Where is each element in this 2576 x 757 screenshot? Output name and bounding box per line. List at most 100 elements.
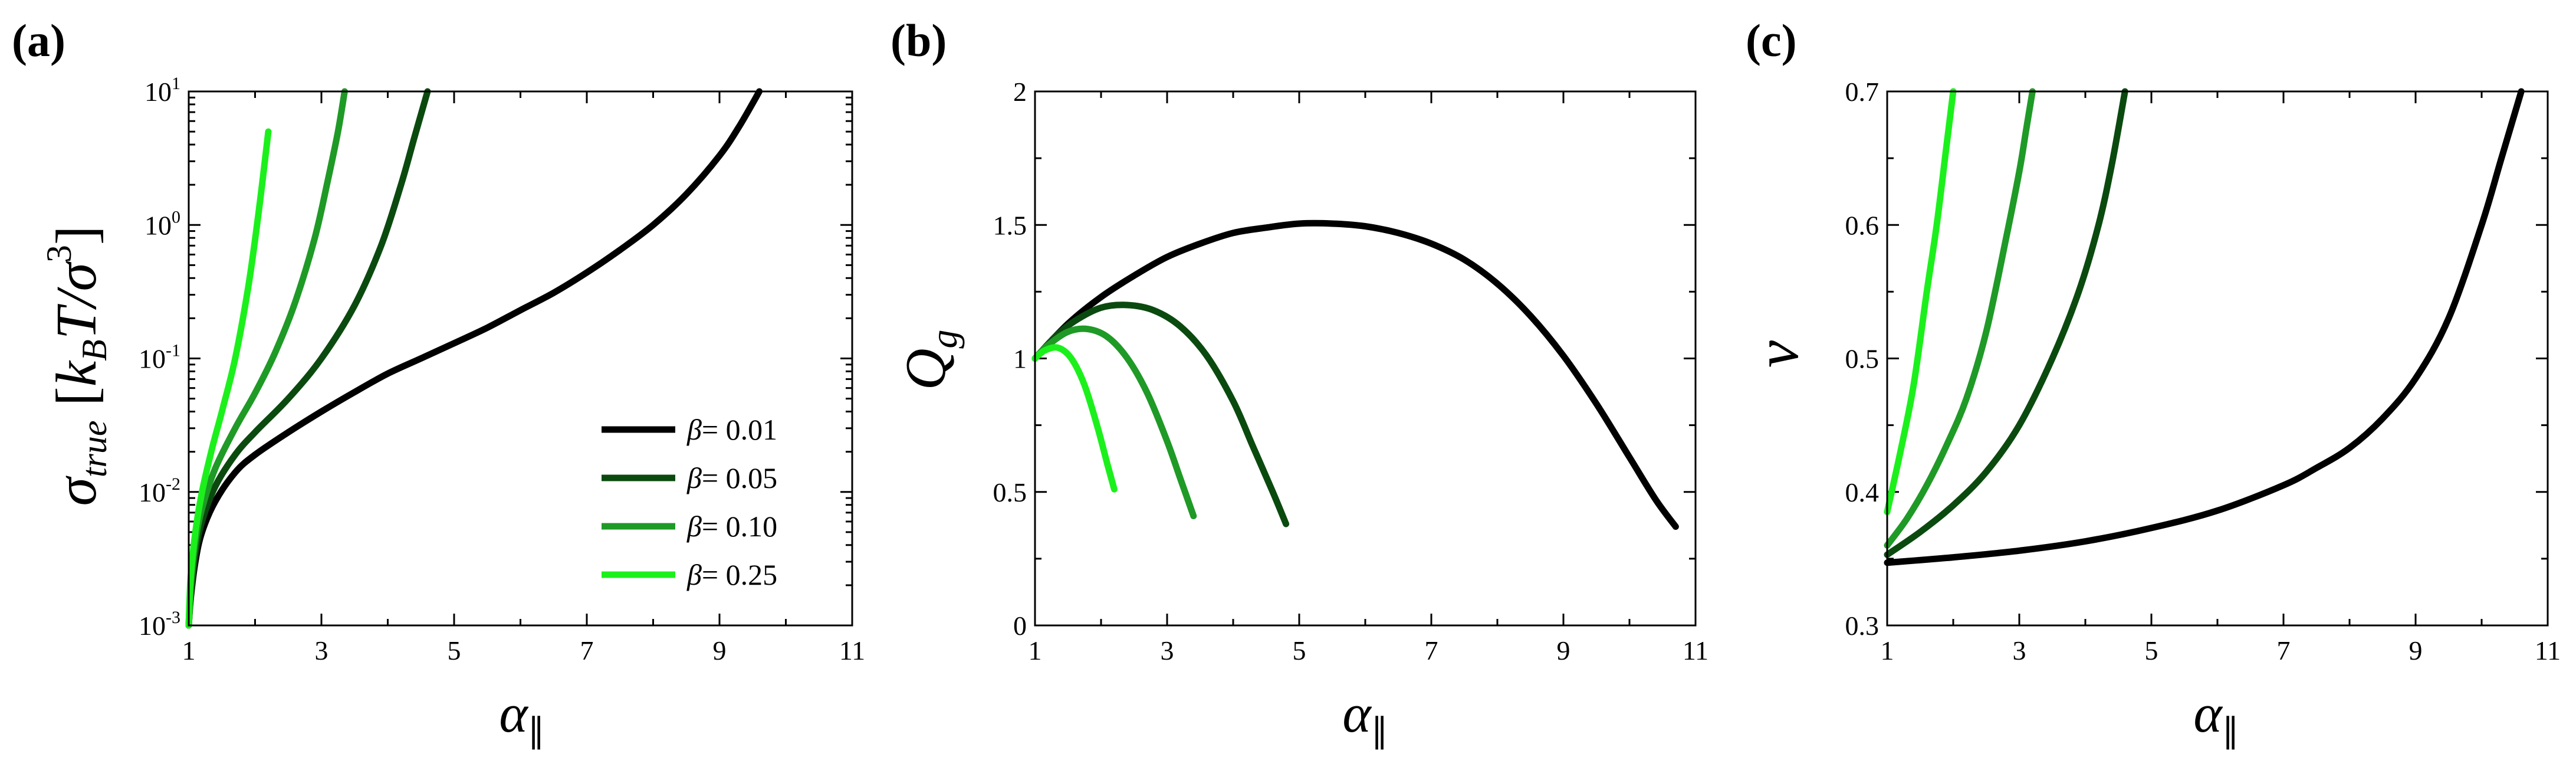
panel-a-xlabel-sub: ∥ — [528, 712, 545, 750]
panel-c-ylabel: ν — [1743, 340, 1811, 368]
y-tick-label: 101 — [144, 74, 180, 107]
panel-a-ticks — [188, 90, 853, 627]
legend-value: = 0.05 — [702, 461, 777, 494]
x-tick-label: 7 — [1425, 635, 1438, 666]
x-tick-label: 1 — [1029, 635, 1042, 666]
x-tick-label: 11 — [2535, 635, 2561, 666]
panel-a-ylabel-open: [ — [45, 386, 109, 420]
y-tick-label: 0.7 — [1845, 77, 1880, 107]
y-tick-label: 10-2 — [139, 474, 180, 507]
x-tick-label: 11 — [839, 635, 865, 666]
svg-text:Qg: Qg — [894, 330, 965, 391]
panel-a-curves — [185, 88, 763, 629]
y-tick-label: 100 — [144, 207, 180, 240]
series-line-a-3 — [185, 128, 272, 629]
y-tick-label: 0.3 — [1845, 611, 1880, 641]
x-tick-label: 5 — [2145, 635, 2158, 666]
panel-a-ylabel-close: ] — [45, 226, 109, 245]
y-tick-label: 0 — [1013, 611, 1027, 641]
series-line-a-1 — [185, 88, 431, 629]
x-tick-label: 1 — [182, 635, 196, 666]
panel-b-xlabel: α∥ — [1342, 683, 1388, 750]
panel-b-frame — [1034, 90, 1697, 627]
y-tick-base: 10 — [144, 210, 172, 240]
panel-c-xlabel-sym: α — [2193, 683, 2223, 743]
panel-c-ticks — [1886, 90, 2549, 627]
legend-entry: β= 0.25 — [686, 558, 777, 591]
panel-a-ylabel-t: T/σ — [45, 260, 109, 339]
y-tick-label: 10-3 — [139, 608, 180, 641]
panel-c-xlabel-sub: ∥ — [2222, 712, 2239, 750]
y-tick-label: 0.4 — [1845, 477, 1880, 507]
legend-value: = 0.25 — [702, 558, 777, 591]
x-tick-label: 7 — [2277, 635, 2291, 666]
y-tick-label: 10-1 — [139, 341, 180, 374]
x-tick-label: 9 — [1557, 635, 1570, 666]
y-tick-base: 10 — [139, 611, 166, 641]
panel-a-ylabel-k: k — [45, 360, 109, 386]
legend-value: = 0.01 — [702, 413, 777, 446]
series-line-a-0 — [185, 88, 763, 629]
panel-a: (a) σtrue [kBT/σ3] α∥ 1 3 5 7 9 1110-310-210-… — [12, 15, 865, 750]
y-tick-base: 10 — [139, 477, 166, 507]
panel-b-letter: (b) — [891, 15, 947, 66]
y-tick-exp: 1 — [172, 74, 180, 93]
series-line-b-3 — [1031, 344, 1118, 493]
y-tick-exp: 0 — [172, 207, 180, 227]
legend-entry: β= 0.05 — [686, 461, 777, 494]
panel-c-ylabel-sym: ν — [1743, 340, 1811, 368]
panel-a-ylabel-sym: σ — [45, 476, 109, 506]
x-tick-label: 9 — [2409, 635, 2423, 666]
series-line-c-1 — [1884, 88, 2128, 558]
x-tick-label: 11 — [1683, 635, 1708, 666]
panel-b-xlabel-sub: ∥ — [1371, 712, 1388, 750]
legend-symbol: β — [686, 461, 702, 494]
panel-a-ylabel-sub: true — [75, 421, 114, 478]
panel-a-xlabel: α∥ — [499, 683, 544, 750]
x-tick-label: 5 — [1293, 635, 1306, 666]
panel-c-xlabel: α∥ — [2193, 683, 2239, 750]
legend-symbol: β — [686, 510, 702, 543]
panel-c-curves — [1884, 88, 2525, 566]
y-tick-label: 2 — [1013, 77, 1027, 107]
legend-value: = 0.10 — [702, 510, 777, 543]
panel-a-ylabel-ksub: B — [75, 339, 114, 361]
panel-b-curves — [1031, 219, 1679, 530]
panel-b-tick-labels: 1 3 5 7 9 11 0 0.5 1 1.5 2 — [993, 77, 1709, 666]
x-tick-label: 3 — [1161, 635, 1174, 666]
panel-a-xlabel-sym: α — [499, 683, 528, 743]
legend-symbol: β — [686, 413, 702, 446]
y-tick-label: 1 — [1013, 344, 1027, 374]
panel-c: (c) ν α∥ 1 3 5 7 9 11 0.3 0.4 0.5 0.6 0.7 — [1743, 15, 2561, 750]
panel-a-letter: (a) — [12, 15, 65, 66]
y-tick-base: 10 — [139, 344, 166, 374]
panel-b-ylabel-sym: Q — [894, 349, 958, 391]
y-tick-base: 10 — [144, 77, 172, 107]
series-line-c-3 — [1884, 88, 1957, 516]
legend-entry: β= 0.01 — [686, 413, 777, 446]
y-tick-label: 0.5 — [993, 477, 1027, 507]
panel-a-ylabel: σtrue [kBT/σ3] — [40, 226, 114, 506]
panel-c-letter: (c) — [1746, 15, 1797, 66]
panel-b-ylabel: Qg — [894, 330, 965, 391]
y-tick-exp: -3 — [166, 608, 180, 627]
x-tick-label: 5 — [448, 635, 461, 666]
series-line-b-0 — [1031, 219, 1679, 530]
panel-c-tick-labels: 1 3 5 7 9 11 0.3 0.4 0.5 0.6 0.7 — [1845, 77, 2561, 666]
series-line-c-2 — [1884, 88, 2036, 549]
x-tick-label: 3 — [2013, 635, 2026, 666]
panel-b: (b) Qg α∥ 1 3 5 7 9 11 0 0.5 1 1.5 2 — [891, 15, 1708, 750]
legend-symbol: β — [686, 558, 702, 591]
panel-a-ylabel-exp: 3 — [40, 245, 78, 263]
series-line-c-0 — [1884, 88, 2525, 566]
y-tick-label: 0.5 — [1845, 344, 1880, 374]
series-line-b-1 — [1031, 302, 1290, 527]
panel-c-frame — [1886, 90, 2549, 627]
x-tick-label: 9 — [713, 635, 727, 666]
panel-a-frame — [188, 90, 853, 627]
y-tick-label: 0.6 — [1845, 210, 1880, 240]
panel-b-ylabel-sub: g — [923, 330, 965, 349]
legend: β= 0.01β= 0.05β= 0.10β= 0.25 — [602, 413, 777, 591]
